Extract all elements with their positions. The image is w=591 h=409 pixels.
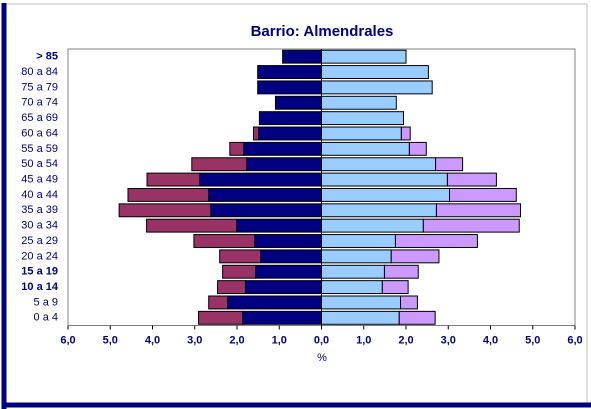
bar bbox=[282, 49, 323, 64]
bar bbox=[381, 280, 409, 295]
bar bbox=[321, 264, 385, 279]
y-tick-label: 40 a 44 bbox=[21, 189, 58, 201]
bar bbox=[257, 65, 323, 79]
bar bbox=[258, 126, 322, 141]
bar bbox=[243, 141, 322, 156]
y-tick-label: 50 a 54 bbox=[21, 158, 58, 170]
bar bbox=[321, 310, 400, 325]
bar bbox=[258, 111, 322, 126]
bar bbox=[146, 172, 201, 187]
bar bbox=[383, 264, 419, 279]
bar bbox=[217, 280, 246, 295]
bar bbox=[208, 187, 323, 202]
bar bbox=[208, 295, 229, 310]
bar bbox=[227, 295, 322, 310]
bar bbox=[321, 234, 396, 248]
bar bbox=[146, 218, 238, 233]
bar bbox=[321, 280, 383, 295]
x-tick-label: 4,0 bbox=[145, 334, 160, 346]
y-tick-label: > 85 bbox=[36, 51, 58, 63]
bar bbox=[321, 95, 397, 110]
x-tick-label: 5,0 bbox=[103, 334, 118, 346]
y-tick-label: 15 a 19 bbox=[21, 266, 58, 278]
x-tick-label: 5,0 bbox=[525, 334, 540, 346]
y-tick-label: 25 a 29 bbox=[21, 235, 58, 247]
x-tick-label: 2,0 bbox=[398, 334, 413, 346]
bar bbox=[229, 141, 245, 156]
bar bbox=[260, 249, 323, 264]
x-tick-label: 2,0 bbox=[229, 334, 244, 346]
bar bbox=[199, 172, 323, 187]
x-tick-label: 6,0 bbox=[567, 334, 582, 346]
bar bbox=[321, 218, 424, 233]
bar bbox=[446, 172, 497, 187]
bar bbox=[118, 203, 212, 218]
x-tick-label: 4,0 bbox=[483, 334, 498, 346]
bar bbox=[398, 310, 436, 325]
bar bbox=[321, 80, 433, 95]
bar bbox=[321, 49, 407, 64]
chart-title: Barrio: Almendrales bbox=[251, 23, 394, 40]
bar bbox=[222, 264, 257, 279]
bar bbox=[241, 310, 322, 325]
bar bbox=[408, 141, 427, 156]
y-tick-label: 35 a 39 bbox=[21, 204, 58, 216]
bar bbox=[127, 187, 210, 202]
bar bbox=[400, 295, 418, 310]
x-tick-label: 3,0 bbox=[441, 334, 456, 346]
x-axis-label: % bbox=[317, 352, 327, 364]
bar bbox=[246, 157, 322, 172]
bar bbox=[321, 249, 392, 264]
bar bbox=[257, 80, 323, 95]
bar bbox=[198, 310, 243, 325]
y-tick-label: 55 a 59 bbox=[21, 143, 58, 155]
y-tick-label: 60 a 64 bbox=[21, 127, 58, 139]
bar bbox=[255, 264, 322, 279]
y-tick-label: 5 a 9 bbox=[34, 296, 58, 308]
bar bbox=[274, 95, 323, 110]
bar bbox=[321, 157, 437, 172]
bar bbox=[193, 234, 256, 248]
bar bbox=[321, 295, 402, 310]
bar bbox=[321, 141, 410, 156]
y-tick-label: 30 a 34 bbox=[21, 220, 58, 232]
bar bbox=[254, 234, 322, 248]
y-tick-label: 10 a 14 bbox=[21, 281, 59, 293]
bar bbox=[191, 157, 248, 172]
y-tick-label: 20 a 24 bbox=[21, 250, 58, 262]
bar bbox=[435, 157, 464, 172]
bar bbox=[449, 187, 517, 202]
bar bbox=[422, 218, 520, 233]
bar bbox=[400, 126, 411, 141]
bar bbox=[244, 280, 322, 295]
x-tick-label: 1,0 bbox=[356, 334, 371, 346]
bar bbox=[321, 111, 404, 126]
x-tick-label: 0,0 bbox=[314, 334, 329, 346]
bar bbox=[321, 203, 437, 218]
bar bbox=[321, 187, 451, 202]
bar bbox=[219, 249, 262, 264]
x-tick-label: 6,0 bbox=[60, 334, 75, 346]
y-tick-label: 45 a 49 bbox=[21, 173, 58, 185]
y-tick-label: 0 a 4 bbox=[34, 312, 58, 324]
bar bbox=[394, 234, 478, 248]
x-tick-label: 3,0 bbox=[187, 334, 202, 346]
y-tick-label: 70 a 74 bbox=[21, 97, 58, 109]
bar bbox=[210, 203, 322, 218]
bar bbox=[321, 65, 429, 79]
bar bbox=[321, 126, 402, 141]
y-tick-label: 80 a 84 bbox=[21, 66, 58, 78]
x-tick-label: 1,0 bbox=[272, 334, 287, 346]
bar bbox=[390, 249, 440, 264]
bar bbox=[321, 172, 448, 187]
bar bbox=[236, 218, 322, 233]
bar bbox=[435, 203, 521, 218]
y-tick-label: 75 a 79 bbox=[21, 81, 58, 93]
y-tick-label: 65 a 69 bbox=[21, 112, 58, 124]
bar bbox=[252, 126, 260, 141]
